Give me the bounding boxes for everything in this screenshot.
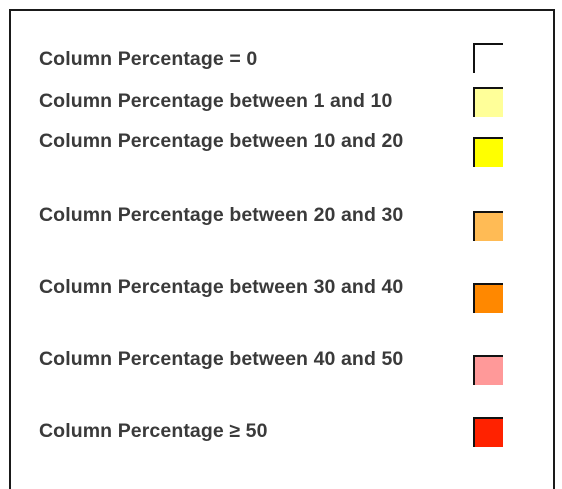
- legend-item-zero: Column Percentage = 0: [39, 43, 539, 79]
- legend-swatch-white: [473, 43, 503, 73]
- legend-item-20-30: Column Percentage between 20 and 30: [39, 199, 539, 263]
- legend-label: Column Percentage between 1 and 10: [39, 90, 393, 112]
- legend-item-50-plus: Column Percentage ≥ 50: [39, 415, 539, 451]
- legend-swatch-red: [473, 417, 503, 447]
- legend-swatch-light-yellow: [473, 87, 503, 117]
- legend-label: Column Percentage between 30 and 40: [39, 276, 404, 298]
- legend-swatch-light-orange: [473, 211, 503, 241]
- legend-item-30-40: Column Percentage between 30 and 40: [39, 271, 539, 335]
- legend-swatch-yellow: [473, 137, 503, 167]
- legend-item-40-50: Column Percentage between 40 and 50: [39, 343, 539, 407]
- legend-item-10-20: Column Percentage between 10 and 20: [39, 125, 539, 189]
- legend-label: Column Percentage between 40 and 50: [39, 348, 404, 370]
- legend-label: Column Percentage = 0: [39, 48, 258, 70]
- legend-label: Column Percentage between 20 and 30: [39, 204, 404, 226]
- legend-label: Column Percentage ≥ 50: [39, 420, 268, 442]
- legend-swatch-pink: [473, 355, 503, 385]
- legend-panel: Column Percentage = 0 Column Percentage …: [9, 9, 555, 489]
- legend-item-1-10: Column Percentage between 1 and 10: [39, 85, 539, 121]
- legend-swatch-orange: [473, 283, 503, 313]
- legend-label: Column Percentage between 10 and 20: [39, 130, 404, 152]
